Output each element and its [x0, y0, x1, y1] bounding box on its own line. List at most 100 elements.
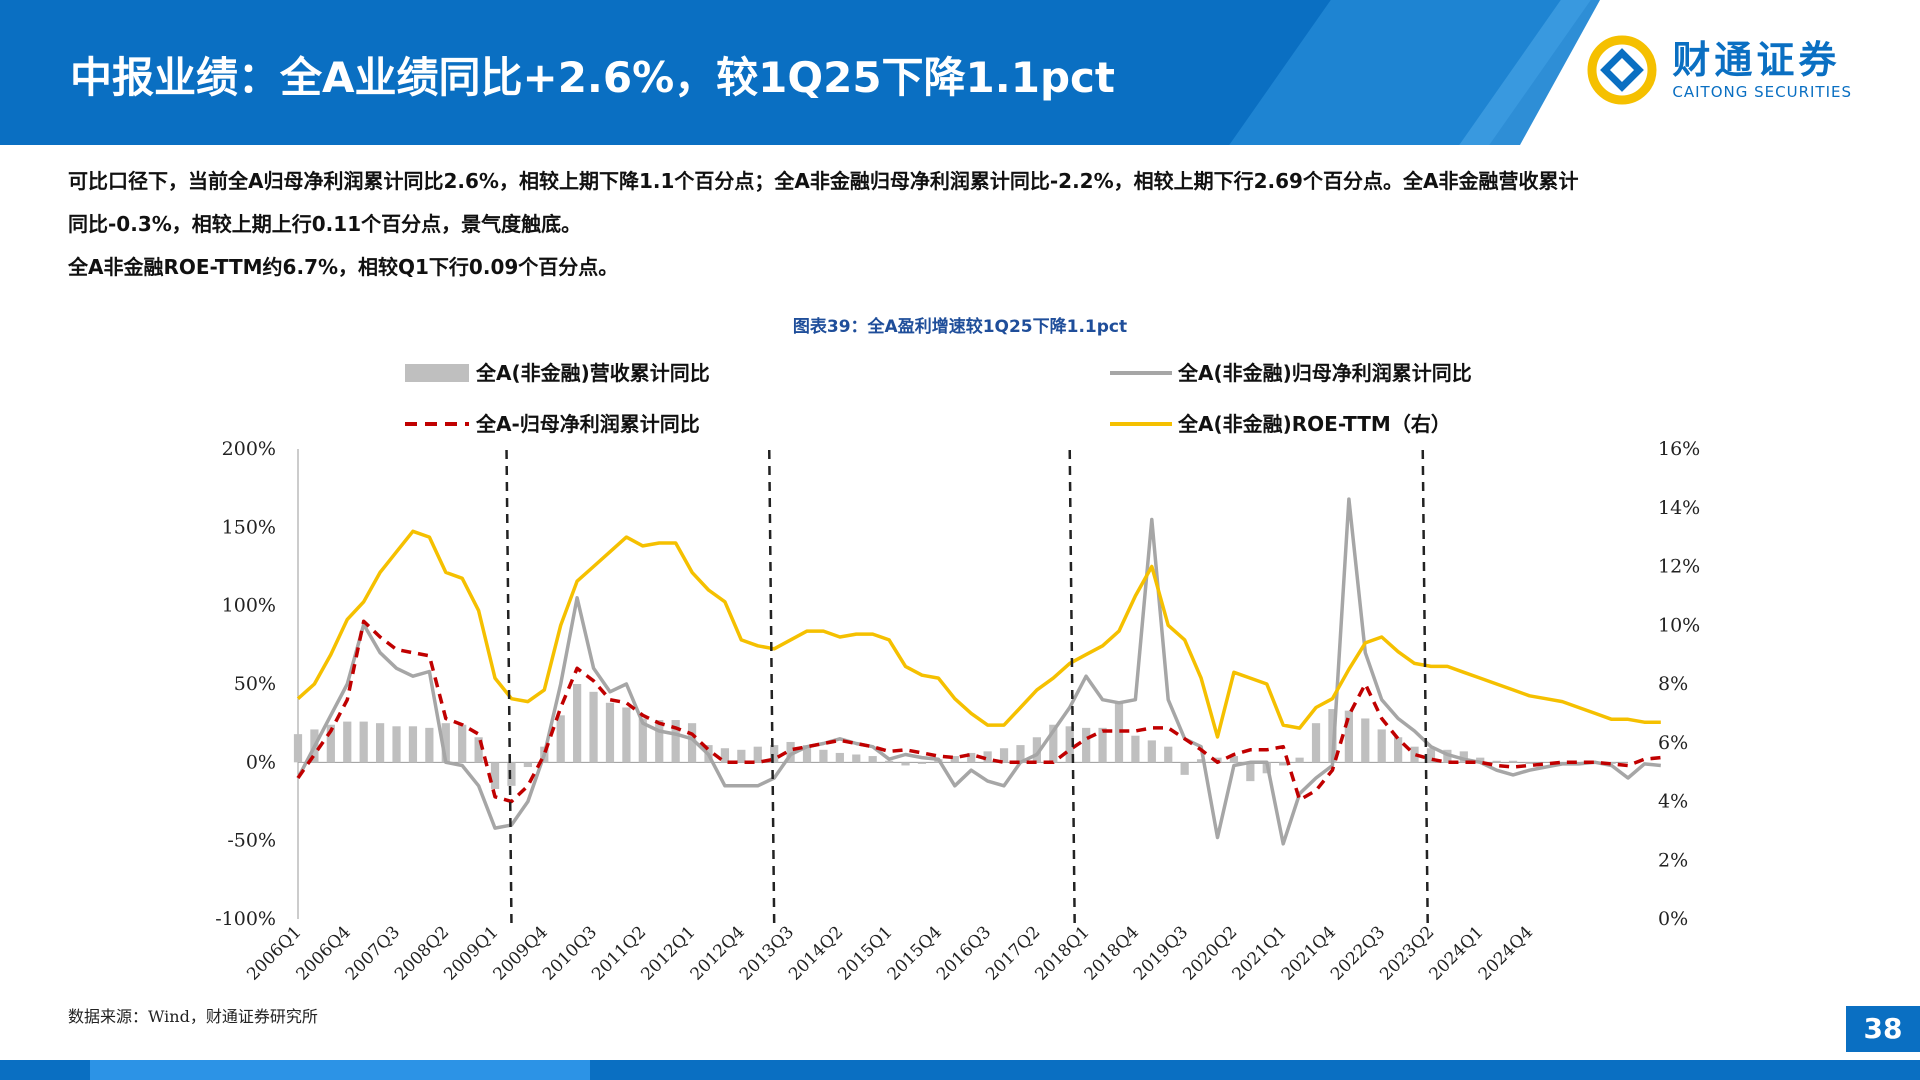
revenue-bar [770, 745, 779, 763]
revenue-bar [1098, 727, 1107, 763]
revenue-bar [1426, 748, 1436, 763]
revenue-bar [1049, 724, 1058, 763]
revenue-bar [950, 756, 959, 763]
legend-label-nonfin-profit: 全A(非金融)归母净利润累计同比 [1177, 361, 1472, 385]
page-title: 中报业绩：全A业绩同比+2.6%，较1Q25下降1.1pct [70, 53, 1115, 102]
revenue-bar [408, 726, 418, 763]
chart-title: 图表39：全A盈利增速较1Q25下降1.1pct [792, 317, 1128, 337]
y-right-tick-label: 0% [1658, 908, 1688, 930]
revenue-bar [1082, 727, 1091, 763]
revenue-bar [917, 762, 927, 764]
revenue-bar [868, 756, 877, 763]
revenue-bar [1164, 746, 1173, 763]
revenue-bar [1410, 746, 1419, 763]
revenue-bar [1328, 709, 1337, 763]
y-left-tick-label: -50% [227, 830, 276, 852]
data-source: 数据来源：Wind，财通证券研究所 [68, 1007, 318, 1026]
footer-bar [0, 1060, 1920, 1080]
revenue-bar [359, 721, 368, 763]
legend-label-revenue: 全A(非金融)营收累计同比 [475, 361, 710, 385]
legend-label-all-profit: 全A-归母净利润累计同比 [475, 412, 700, 436]
series-nonfin-profit-line [296, 497, 1661, 846]
revenue-bar [458, 724, 467, 763]
revenue-bar [983, 751, 992, 763]
series-all-profit-line [296, 619, 1661, 804]
revenue-bar [1508, 760, 1518, 763]
revenue-bar [1607, 762, 1616, 764]
y-left-tick-label: 50% [234, 673, 276, 695]
revenue-bar [1492, 760, 1501, 763]
revenue-bar [967, 752, 976, 763]
revenue-bar [1361, 718, 1370, 763]
revenue-bar [802, 745, 812, 763]
series-revenue-bars [293, 684, 1616, 789]
revenue-bar [490, 762, 500, 789]
y-right-tick-label: 8% [1658, 673, 1688, 695]
cycle-divider-lines [505, 449, 1430, 931]
revenue-bar [885, 760, 894, 763]
revenue-bar [1344, 710, 1353, 763]
logo-en: CAITONG SECURITIES [1672, 83, 1852, 101]
revenue-bar [753, 746, 762, 763]
body-line-3: 全A非金融ROE-TTM约6.7%，相较Q1下行0.09个百分点。 [68, 255, 619, 279]
revenue-bar [638, 718, 647, 763]
y-right-tick-label: 14% [1658, 497, 1700, 519]
revenue-bar [425, 727, 434, 763]
cycle-divider-line [505, 449, 513, 931]
revenue-bar [786, 741, 795, 763]
revenue-bar [1525, 762, 1534, 764]
revenue-bar [573, 684, 582, 763]
y-right-tick-label: 16% [1658, 438, 1700, 460]
revenue-bar [737, 749, 746, 763]
legend-label-roe: 全A(非金融)ROE-TTM（右） [1177, 412, 1451, 436]
revenue-bar [901, 762, 910, 766]
revenue-bar [605, 702, 615, 763]
x-axis-labels: 2006Q12006Q42007Q32008Q22009Q12009Q42010… [243, 922, 1537, 984]
revenue-bar [1459, 751, 1468, 763]
y-axis-left: 200% 150% 100% 50% 0% -50% -100% [215, 438, 276, 930]
revenue-bar [622, 707, 631, 763]
revenue-bar [375, 723, 385, 763]
cycle-divider-line [1421, 449, 1430, 931]
revenue-bar [1196, 759, 1206, 763]
revenue-bar [1213, 757, 1222, 763]
revenue-bar [1476, 757, 1485, 763]
y-right-tick-label: 6% [1658, 732, 1688, 754]
revenue-bar [819, 749, 828, 763]
revenue-bar [1377, 729, 1386, 763]
revenue-bar [1016, 745, 1025, 763]
revenue-bar [1229, 756, 1239, 763]
legend-swatch-bar [405, 364, 469, 382]
revenue-bar [474, 737, 483, 763]
y-left-tick-label: 100% [222, 595, 276, 617]
revenue-bar [1114, 701, 1124, 763]
y-right-tick-label: 2% [1658, 849, 1688, 871]
y-right-tick-label: 12% [1658, 556, 1700, 578]
revenue-bar [556, 715, 565, 763]
y-right-tick-label: 10% [1658, 614, 1700, 636]
x-tick-label: 2024Q4 [1475, 922, 1537, 984]
y-right-tick-label: 4% [1658, 791, 1688, 813]
y-left-tick-label: 200% [222, 438, 276, 460]
revenue-bar [720, 748, 730, 763]
revenue-bar [1065, 726, 1074, 763]
page-number: 38 [1846, 1006, 1920, 1052]
revenue-bar [1147, 740, 1156, 763]
revenue-bar [441, 723, 450, 763]
revenue-bar [1394, 737, 1403, 763]
revenue-bar [293, 734, 303, 763]
body-line-1: 可比口径下，当前全A归母净利润累计同比2.6%，相较上期下降1.1个百分点；全A… [68, 169, 1579, 193]
y-left-tick-label: 150% [222, 516, 276, 538]
revenue-bar [1032, 737, 1041, 763]
revenue-bar [999, 748, 1009, 763]
logo-cn: 财通证券 [1672, 38, 1841, 82]
revenue-bar [671, 720, 680, 763]
revenue-bar [589, 691, 598, 763]
revenue-bar [852, 754, 861, 763]
chart: 全A(非金融)营收累计同比 全A(非金融)归母净利润累计同比 全A-归母净利润累… [215, 361, 1700, 985]
revenue-bar [1180, 762, 1189, 775]
body-line-2: 同比-0.3%，相较上期上行0.11个百分点，景气度触底。 [68, 212, 582, 236]
cycle-divider-line [767, 449, 776, 931]
revenue-bar [392, 726, 401, 763]
y-axis-right: 16% 14% 12% 10% 8% 6% 4% 2% 0% [1658, 438, 1700, 930]
